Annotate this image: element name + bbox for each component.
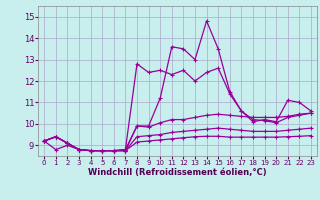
X-axis label: Windchill (Refroidissement éolien,°C): Windchill (Refroidissement éolien,°C) [88,168,267,177]
